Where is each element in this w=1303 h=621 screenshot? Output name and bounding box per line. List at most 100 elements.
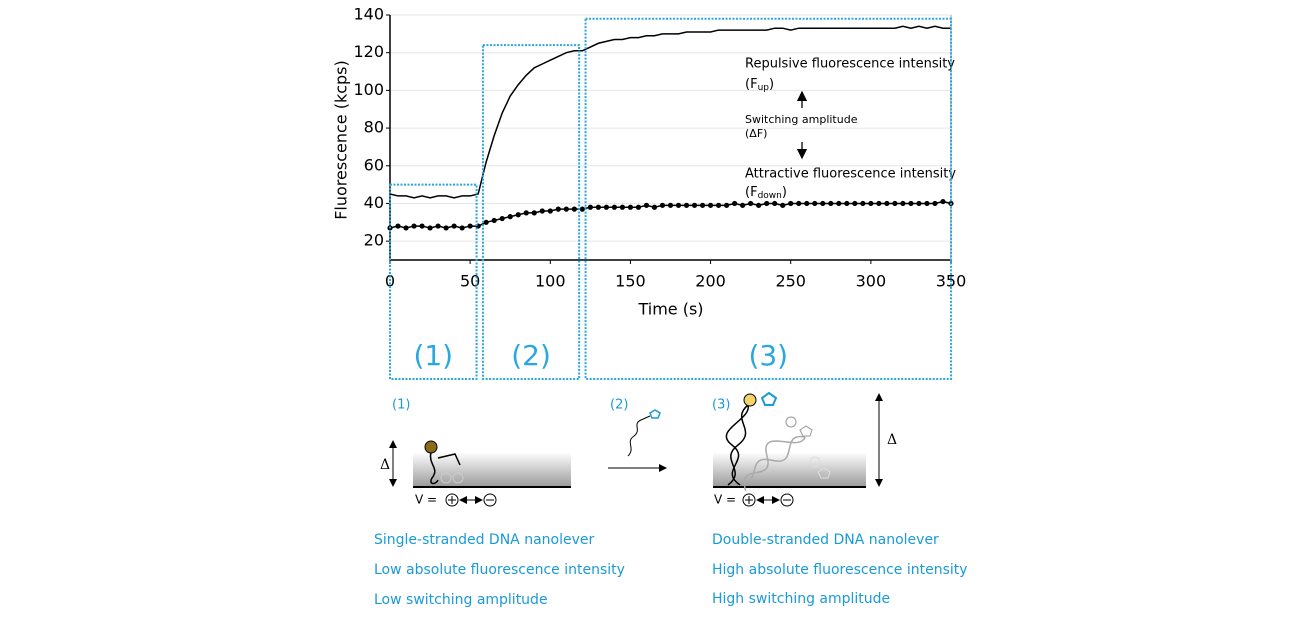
ghost xyxy=(799,425,813,437)
data-point xyxy=(435,223,441,229)
x-tick-label: 250 xyxy=(775,272,806,291)
data-point xyxy=(707,202,714,208)
y-tick-label: 120 xyxy=(353,42,384,61)
data-point xyxy=(635,204,642,210)
data-point xyxy=(515,212,521,218)
data-point xyxy=(756,202,762,208)
data-point xyxy=(900,200,906,207)
note: Low absolute fluorescence intensity xyxy=(374,562,625,578)
x-tick-label: 0 xyxy=(385,272,395,291)
x-tick-label: 300 xyxy=(856,272,887,291)
data-point xyxy=(748,200,754,207)
data-point xyxy=(884,200,890,207)
delta: Δ xyxy=(887,432,897,448)
data-point xyxy=(683,202,690,208)
data-point xyxy=(675,202,682,208)
data-point xyxy=(427,225,433,231)
x-tick-label: 200 xyxy=(695,272,726,291)
data-point xyxy=(836,200,842,207)
note: Single-stranded DNA nanolever xyxy=(374,532,594,548)
data-point xyxy=(860,200,866,207)
data-point xyxy=(627,204,634,210)
data-point xyxy=(539,208,545,214)
voltage-label: V = xyxy=(415,493,437,507)
voltage-label: V = xyxy=(714,493,736,507)
data-point xyxy=(715,202,722,208)
data-point xyxy=(876,200,882,207)
data-point xyxy=(852,200,858,207)
data-point xyxy=(611,204,618,210)
data-point xyxy=(691,202,698,208)
region-box xyxy=(584,17,952,381)
data-point xyxy=(483,219,489,225)
data-point xyxy=(555,206,561,212)
annotation-symbol: (Fdown) xyxy=(745,185,787,201)
data-point xyxy=(892,200,898,207)
region-label: (3) xyxy=(748,339,788,372)
data-point xyxy=(868,200,874,207)
data-point xyxy=(796,200,802,207)
data-point xyxy=(932,200,938,207)
data-point xyxy=(764,200,770,207)
symbol: (F xyxy=(745,185,758,200)
data-point xyxy=(563,206,569,212)
delta: Δ xyxy=(380,457,390,473)
data-point xyxy=(667,202,674,208)
data-point xyxy=(403,225,409,231)
data-point xyxy=(780,202,786,208)
data-point xyxy=(772,200,778,207)
data-point xyxy=(804,200,810,207)
data-point xyxy=(459,225,465,231)
region-label: (2) xyxy=(511,339,551,372)
ghost xyxy=(785,416,797,428)
data-point xyxy=(940,198,946,205)
data-point xyxy=(844,200,850,207)
data-point xyxy=(395,223,401,229)
annotation-symbol: (ΔF) xyxy=(745,127,767,140)
note: Double-stranded DNA nanolever xyxy=(712,532,939,548)
annotation: Attractive fluorescence intensity xyxy=(745,167,956,182)
dye xyxy=(743,393,757,407)
data-point xyxy=(788,200,794,207)
annotation-symbol: (Fup) xyxy=(745,77,774,93)
data-point xyxy=(411,223,417,229)
symbol: ) xyxy=(782,185,787,200)
data-point xyxy=(651,204,658,210)
data-point xyxy=(724,202,730,208)
voltage-symbols xyxy=(445,493,497,507)
data-point xyxy=(916,200,922,207)
data-point xyxy=(828,200,834,207)
data-point xyxy=(908,200,914,207)
y-tick-label: 140 xyxy=(353,5,384,24)
data-point xyxy=(619,204,626,210)
data-point xyxy=(571,206,577,212)
y-tick-label: 40 xyxy=(364,193,384,212)
dsdna xyxy=(725,404,749,486)
annotation: Switching amplitude xyxy=(745,113,858,126)
dsdna-ghost xyxy=(736,435,806,491)
data-point xyxy=(547,208,553,214)
data-point xyxy=(587,204,593,210)
symbol: ) xyxy=(769,77,774,92)
y-tick-label: 60 xyxy=(364,155,384,174)
y-axis-title: Fluorescence (kcps) xyxy=(332,60,351,220)
data-point xyxy=(523,210,529,216)
note: High switching amplitude xyxy=(712,591,890,607)
strand xyxy=(429,451,461,485)
data-point xyxy=(595,204,601,210)
data-point xyxy=(579,206,585,212)
dye xyxy=(424,440,438,454)
step-label: (2) xyxy=(610,398,628,413)
subscript: down xyxy=(758,191,782,201)
data-point xyxy=(499,215,505,222)
x-axis-title: Time (s) xyxy=(637,300,703,319)
data-point xyxy=(603,204,609,210)
data-point xyxy=(740,202,746,208)
ghost xyxy=(440,472,452,484)
y-tick-label: 80 xyxy=(364,118,384,137)
data-point xyxy=(699,202,706,208)
note: High absolute fluorescence intensity xyxy=(712,562,968,578)
data-point xyxy=(924,200,930,207)
